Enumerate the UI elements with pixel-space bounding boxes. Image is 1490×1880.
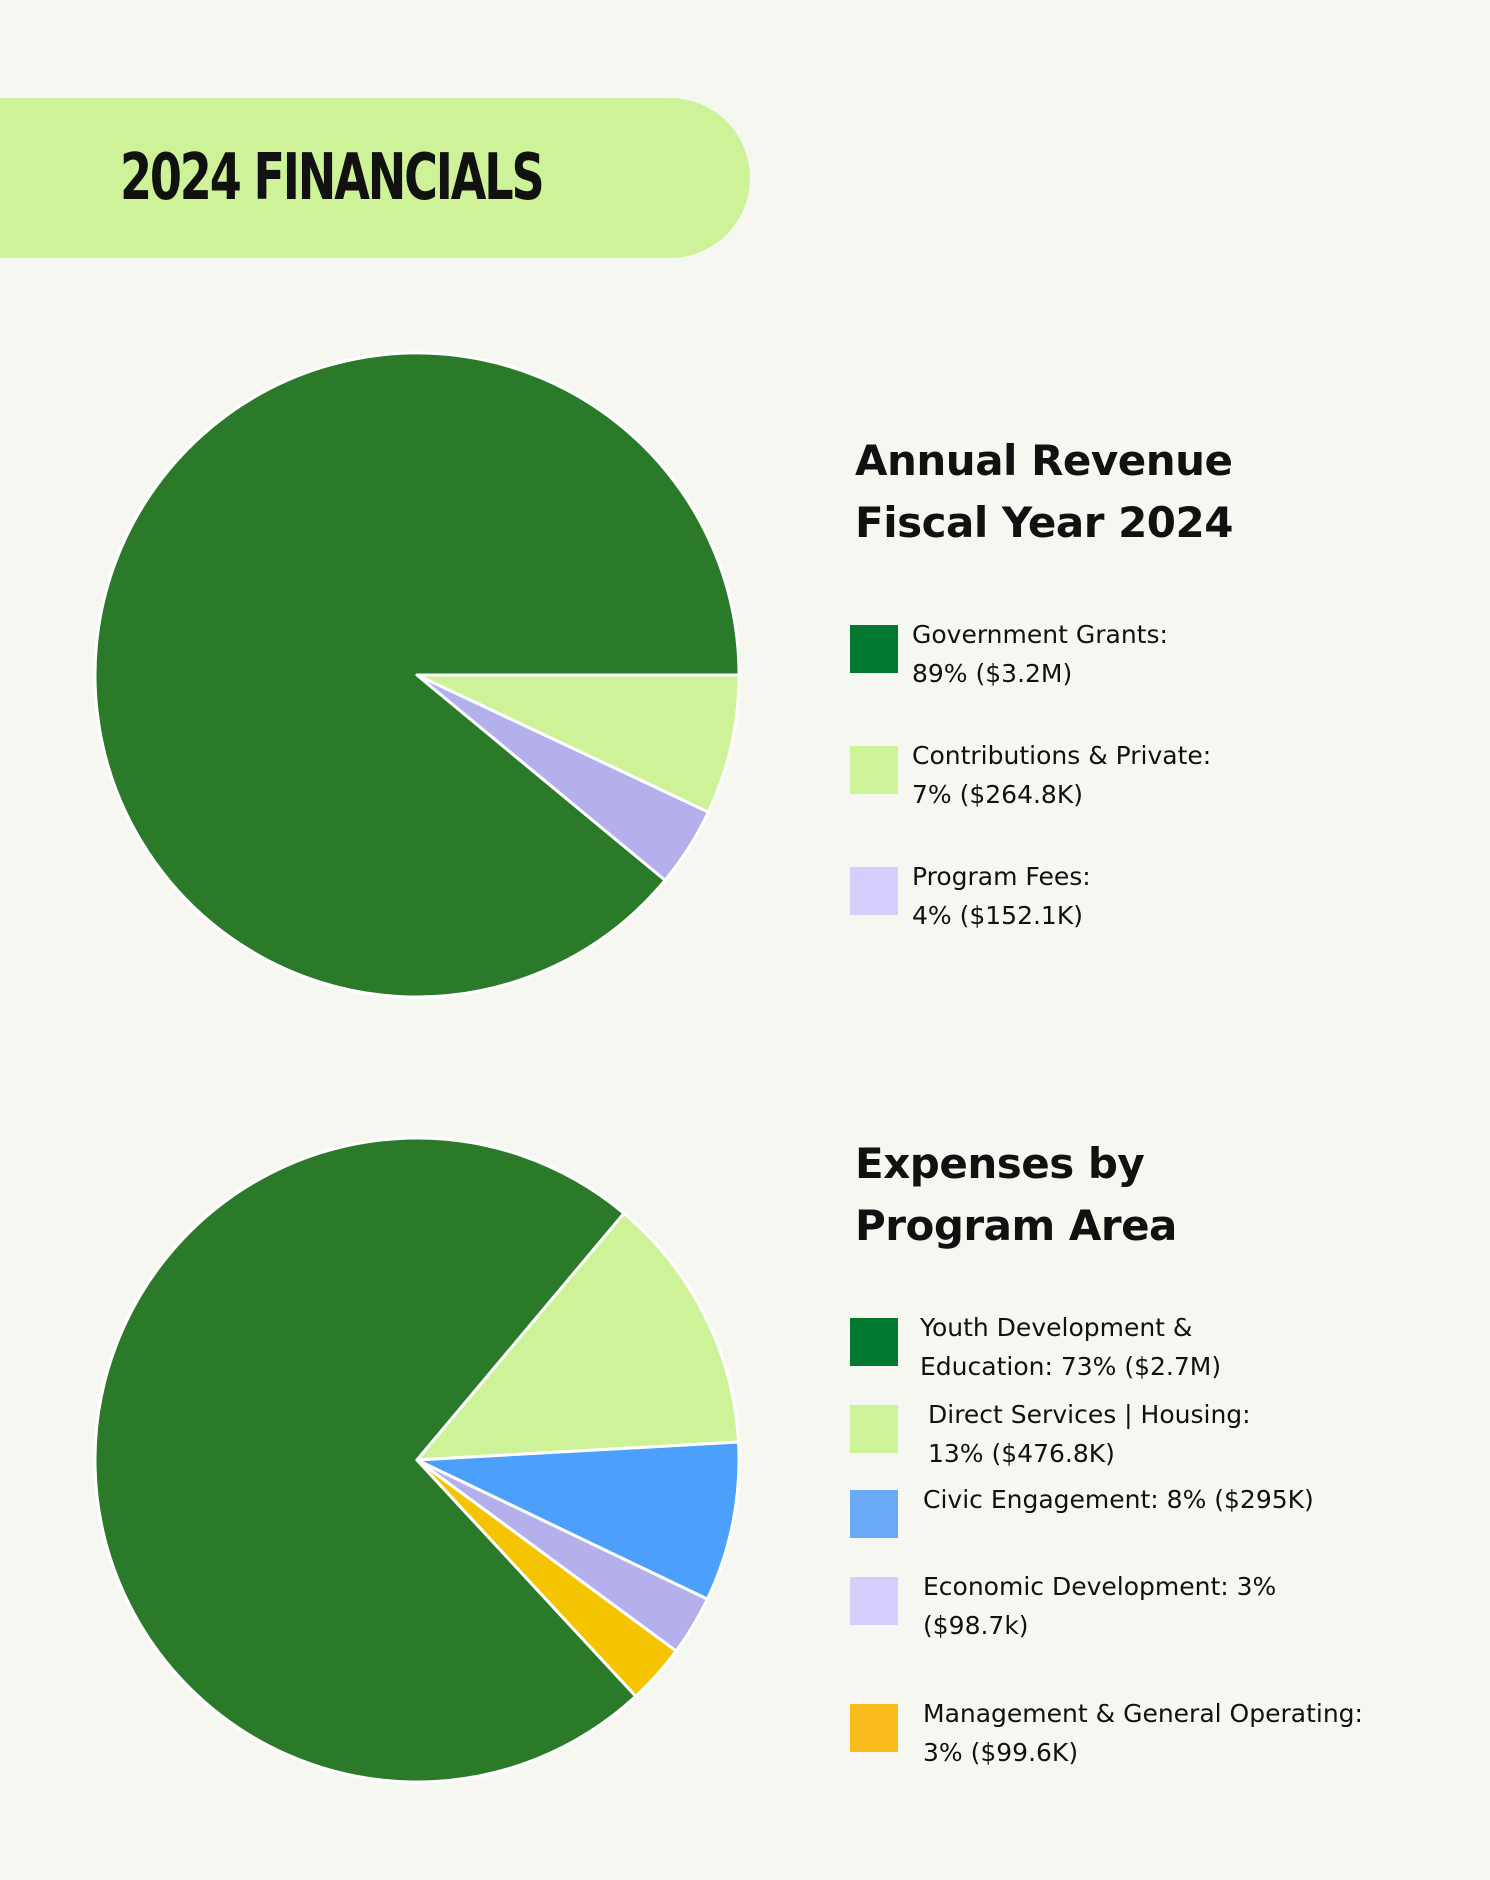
legend-label: Economic Development: 3% ($98.7k)	[923, 1567, 1276, 1645]
legend-label: Contributions & Private: 7% ($264.8K)	[912, 736, 1211, 814]
legend-item: Government Grants: 89% ($3.2M)	[850, 620, 1470, 715]
legend-label: Program Fees: 4% ($152.1K)	[912, 857, 1091, 935]
legend-item: Direct Services | Housing: 13% ($476.8K)	[850, 1400, 1470, 1495]
pie-slice-civic-engagement	[415, 1440, 741, 1601]
legend-label-line: Direct Services | Housing:	[928, 1400, 1251, 1429]
revenue-chart-title: Annual Revenue Fiscal Year 2024	[855, 430, 1233, 554]
legend-label-line: 3% ($99.6K)	[923, 1738, 1079, 1767]
legend-label-line: Economic Development: 3%	[923, 1572, 1277, 1601]
legend-label-line: Contributions & Private:	[912, 741, 1212, 770]
legend-label-line: Youth Development &	[920, 1313, 1193, 1342]
legend-swatch	[850, 625, 898, 673]
page-title: 2024 FINANCIALS	[120, 141, 545, 215]
legend-label: Management & General Operating: 3% ($99.6…	[923, 1694, 1363, 1772]
legend-label-line: 89% ($3.2M)	[912, 659, 1073, 688]
legend-swatch	[850, 867, 898, 915]
legend-swatch	[850, 746, 898, 794]
legend-swatch	[850, 1318, 898, 1366]
legend-item: Program Fees: 4% ($152.1K)	[850, 862, 1470, 957]
legend-label-line: Government Grants:	[912, 620, 1168, 649]
title-banner	[0, 98, 750, 258]
revenue-title-line: Fiscal Year 2024	[855, 498, 1233, 547]
revenue-title-line: Annual Revenue	[855, 436, 1233, 485]
legend-label: Government Grants: 89% ($3.2M)	[912, 615, 1168, 693]
legend-label-line: 13% ($476.8K)	[928, 1439, 1115, 1468]
expenses-title-line: Expenses by	[855, 1139, 1145, 1188]
legend-label: Youth Development & Education: 73% ($2.7M…	[920, 1308, 1221, 1386]
legend-swatch	[850, 1490, 898, 1538]
legend-label-line: ($98.7k)	[923, 1611, 1029, 1640]
revenue-pie-chart	[93, 351, 741, 999]
legend-label: Direct Services | Housing: 13% ($476.8K)	[928, 1395, 1251, 1473]
legend-item: Management & General Operating: 3% ($99.6…	[850, 1699, 1470, 1794]
legend-label-line: Management & General Operating:	[923, 1699, 1363, 1728]
legend-item: Youth Development & Education: 73% ($2.7M…	[850, 1313, 1470, 1408]
legend-item: Civic Engagement: 8% ($295K)	[850, 1485, 1470, 1580]
pie-slice-direct-services-housing	[415, 1211, 740, 1462]
pie-slice-program-fees	[415, 673, 710, 882]
legend-swatch	[850, 1577, 898, 1625]
legend-label: Civic Engagement: 8% ($295K)	[923, 1480, 1314, 1519]
expenses-pie-chart	[93, 1136, 741, 1784]
legend-label-line: Civic Engagement: 8% ($295K)	[923, 1485, 1314, 1514]
pie-slice-youth-development-education	[93, 1136, 638, 1784]
pie-slice-contributions-private	[415, 673, 741, 814]
legend-swatch	[850, 1704, 898, 1752]
legend-swatch	[850, 1405, 898, 1453]
legend-item: Economic Development: 3% ($98.7k)	[850, 1572, 1470, 1686]
legend-item: Contributions & Private: 7% ($264.8K)	[850, 741, 1470, 836]
expenses-chart-title: Expenses by Program Area	[855, 1133, 1177, 1257]
expenses-title-line: Program Area	[855, 1201, 1177, 1250]
legend-label-line: 4% ($152.1K)	[912, 901, 1083, 930]
pie-slice-management-general-operating	[415, 1458, 678, 1698]
legend-label-line: 7% ($264.8K)	[912, 780, 1083, 809]
legend-label-line: Program Fees:	[912, 862, 1091, 891]
legend-label-line: Education: 73% ($2.7M)	[920, 1352, 1222, 1381]
